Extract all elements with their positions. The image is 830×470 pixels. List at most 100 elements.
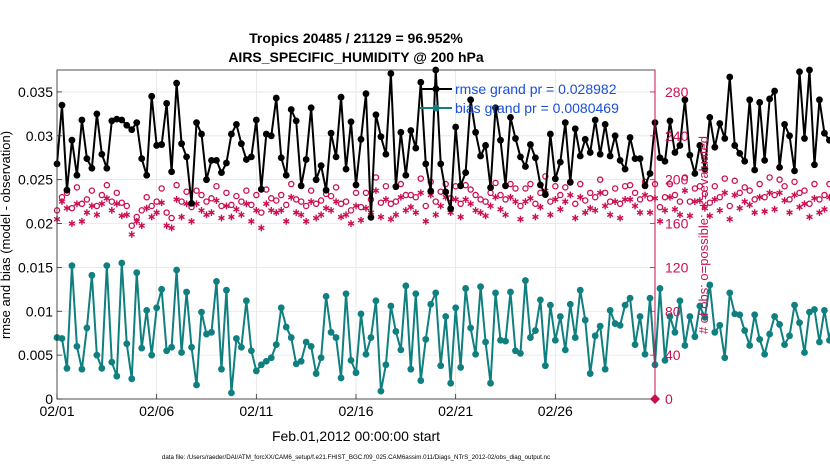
rmse-point xyxy=(377,133,385,141)
x-tick-label: 02/06 xyxy=(139,403,174,419)
obs-evaluated-point xyxy=(606,211,614,219)
obs-possible-point xyxy=(467,186,474,193)
obs-evaluated-point xyxy=(402,206,410,214)
y-tick-label: 0 xyxy=(45,391,53,407)
bias-point xyxy=(586,370,594,377)
bias-point xyxy=(701,314,709,321)
bias-point xyxy=(168,343,176,351)
obs-evaluated-point xyxy=(512,198,519,205)
obs-evaluated-point xyxy=(502,211,509,219)
obs-evaluated-point xyxy=(432,211,440,219)
rmse-point xyxy=(596,150,604,158)
rmse-point xyxy=(168,168,176,176)
obs-possible-point xyxy=(666,180,674,188)
bias-point xyxy=(741,327,749,334)
bias-point xyxy=(128,375,136,383)
bias-point xyxy=(462,285,470,292)
rmse-point xyxy=(402,171,410,179)
bias-point xyxy=(527,334,534,341)
rmse-point xyxy=(631,155,639,163)
bias-point xyxy=(661,356,669,364)
obs-possible-point xyxy=(287,180,295,188)
bias-point xyxy=(407,365,415,373)
rmse-point xyxy=(242,156,250,163)
obs-evaluated-point xyxy=(686,212,694,220)
bias-point xyxy=(761,350,769,358)
obs-evaluated-point xyxy=(631,202,639,210)
bias-point xyxy=(412,290,420,298)
obs-possible-point xyxy=(646,195,654,202)
obs-possible-point xyxy=(497,191,504,199)
rmse-point xyxy=(636,155,644,163)
obs-evaluated-point xyxy=(417,189,425,197)
rmse-point xyxy=(556,158,564,166)
bias-point xyxy=(601,365,609,373)
obs-possible-point xyxy=(362,189,370,197)
obs-evaluated-point xyxy=(477,209,484,216)
rmse-point xyxy=(118,116,126,124)
obs-evaluated-point xyxy=(497,205,504,213)
legend-bias-marker xyxy=(432,104,440,112)
rmse-point xyxy=(327,129,335,137)
obs-evaluated-point xyxy=(218,214,225,222)
x-tick-label: 02/11 xyxy=(239,403,273,419)
bias-point xyxy=(561,346,569,354)
bias-point xyxy=(726,289,734,297)
obs-evaluated-point xyxy=(646,209,654,216)
obs-evaluated-point xyxy=(422,217,430,225)
rmse-point xyxy=(412,144,420,152)
bias-point xyxy=(257,361,265,369)
obs-possible-point xyxy=(203,198,210,205)
bias-point xyxy=(178,349,185,356)
bias-point xyxy=(307,342,315,350)
bias-point xyxy=(487,379,494,387)
obs-possible-point xyxy=(213,182,220,190)
bias-point xyxy=(736,311,744,319)
rmse-point xyxy=(696,142,704,149)
obs-possible-point xyxy=(158,185,165,192)
obs-evaluated-point xyxy=(73,200,81,208)
rmse-point xyxy=(68,136,76,144)
bias-point xyxy=(571,334,579,341)
bias-point xyxy=(138,344,146,352)
obs-evaluated-point xyxy=(751,209,758,216)
obs-evaluated-point xyxy=(332,198,340,205)
obs-possible-point xyxy=(631,189,639,197)
rmse-point xyxy=(218,169,225,177)
obs-evaluated-point xyxy=(571,214,579,222)
bias-point xyxy=(188,343,195,351)
bias-point xyxy=(242,297,250,305)
bias-point xyxy=(791,301,798,309)
rmse-point xyxy=(611,132,619,140)
rmse-point xyxy=(751,166,759,174)
bias-point xyxy=(352,369,360,377)
bias-point xyxy=(133,269,141,277)
rmse-point xyxy=(766,95,774,103)
obs-evaluated-point xyxy=(312,214,320,222)
rmse-point xyxy=(472,128,479,136)
rmse-point xyxy=(586,149,594,156)
obs-possible-point xyxy=(73,184,81,191)
rmse-point xyxy=(811,161,818,169)
obs-possible-point xyxy=(243,187,250,194)
rmse-point xyxy=(746,96,754,104)
bias-point xyxy=(606,306,614,314)
bias-point xyxy=(631,341,639,349)
obs-possible-point xyxy=(701,190,709,198)
obs-possible-point xyxy=(377,199,385,206)
rmse-point xyxy=(551,175,559,183)
bias-point xyxy=(806,308,813,316)
bias-point xyxy=(357,310,365,318)
obs-evaluated-point xyxy=(297,211,305,219)
rmse-point xyxy=(228,130,235,138)
rmse-point xyxy=(741,157,749,165)
bias-point xyxy=(267,354,275,362)
obs-possible-point xyxy=(806,200,813,208)
bias-point xyxy=(252,367,260,375)
obs-possible-point xyxy=(417,175,425,182)
obs-evaluated-point xyxy=(801,200,808,208)
rmse-point xyxy=(726,73,734,81)
rmse-point xyxy=(247,153,255,161)
bias-point xyxy=(432,289,440,297)
rmse-point xyxy=(272,94,280,102)
